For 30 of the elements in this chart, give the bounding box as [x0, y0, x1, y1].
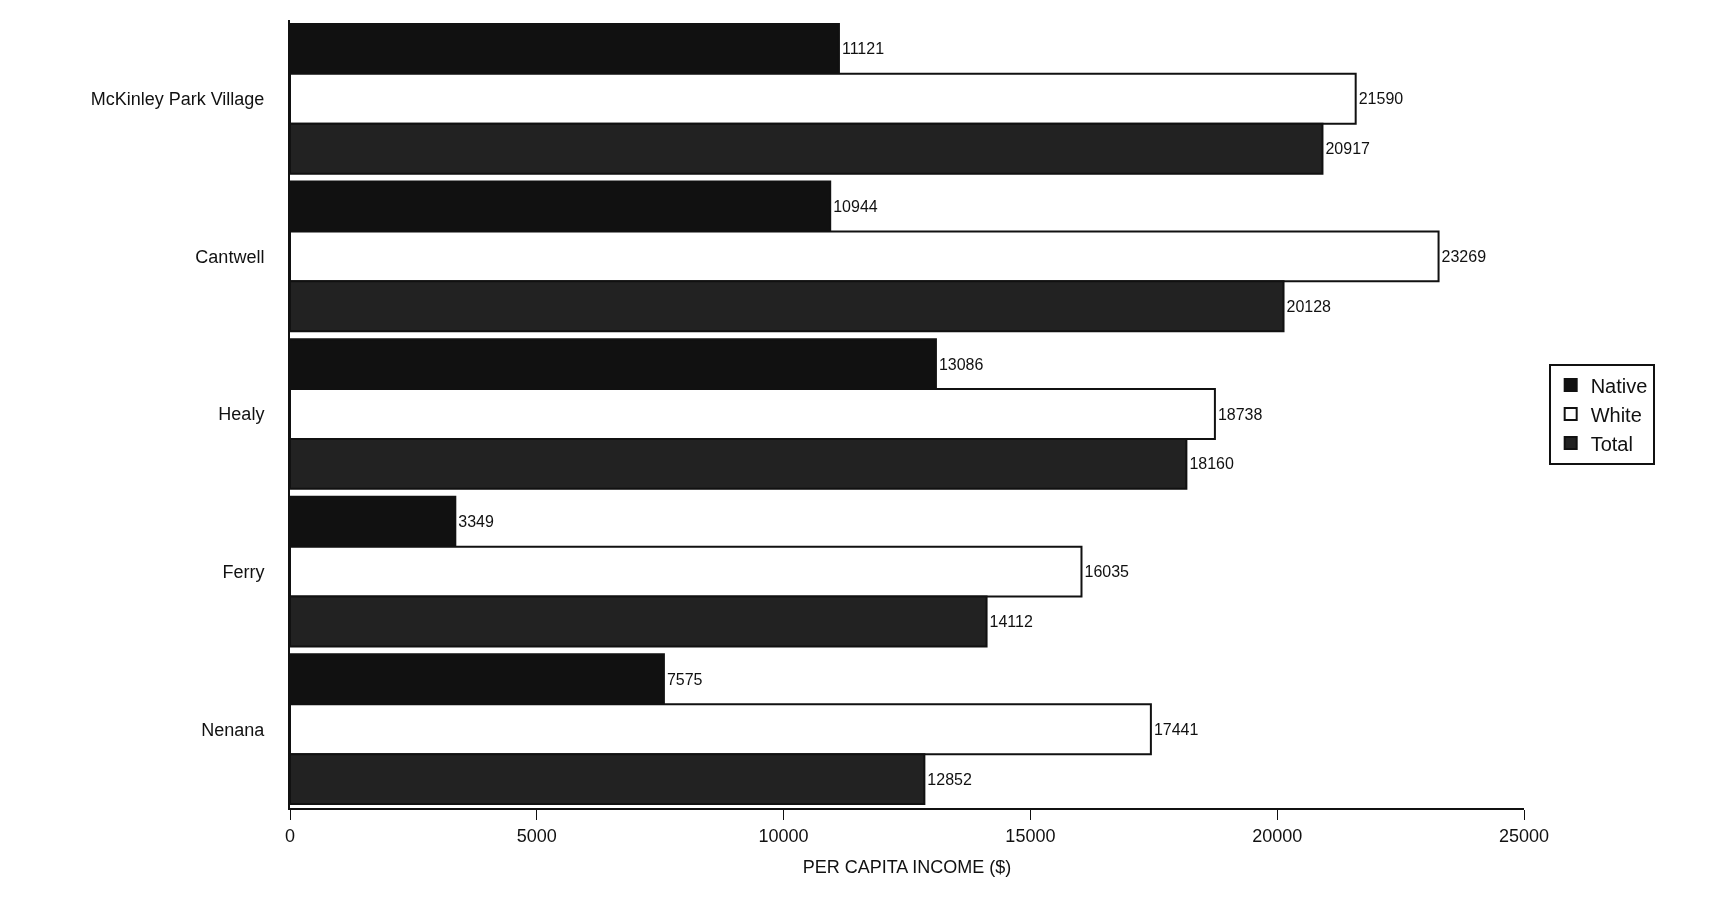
- data-label: 12852: [927, 770, 972, 788]
- data-label: 3349: [458, 513, 495, 531]
- legend-label: Total: [1590, 432, 1633, 455]
- data-label: 14112: [989, 613, 1033, 631]
- legend-label: Native: [1590, 374, 1648, 397]
- data-label: 21590: [1358, 90, 1404, 108]
- x-tick-label: 20000: [1252, 825, 1303, 846]
- data-label: 23269: [1441, 247, 1487, 265]
- x-tick-label: 5000: [516, 825, 557, 846]
- data-label: 17441: [1153, 720, 1199, 738]
- y-tick-label: McKinley Park Village: [90, 89, 265, 110]
- y-tick-label: Healy: [218, 404, 265, 425]
- data-label: 20128: [1286, 297, 1332, 315]
- data-label: 20917: [1325, 140, 1371, 158]
- data-label: 16035: [1084, 563, 1130, 581]
- x-tick-label: 15000: [1005, 825, 1056, 846]
- x-tick-label: 25000: [1498, 825, 1550, 846]
- data-label: 18738: [1217, 405, 1263, 423]
- x-axis-title: PER CAPITA INCOME ($): [802, 857, 1012, 877]
- y-tick-label: Cantwell: [195, 246, 265, 267]
- legend-label: White: [1590, 403, 1642, 426]
- data-label: 11121: [841, 40, 885, 58]
- data-label: 13086: [938, 355, 984, 373]
- x-tick-label: 10000: [758, 825, 809, 846]
- data-label: 7575: [666, 670, 703, 688]
- x-tick-label: 0: [284, 825, 296, 846]
- y-tick-label: Ferry: [222, 561, 265, 582]
- data-label: 18160: [1189, 455, 1234, 473]
- data-label: 10944: [833, 197, 878, 215]
- y-tick-label: Nenana: [201, 719, 266, 740]
